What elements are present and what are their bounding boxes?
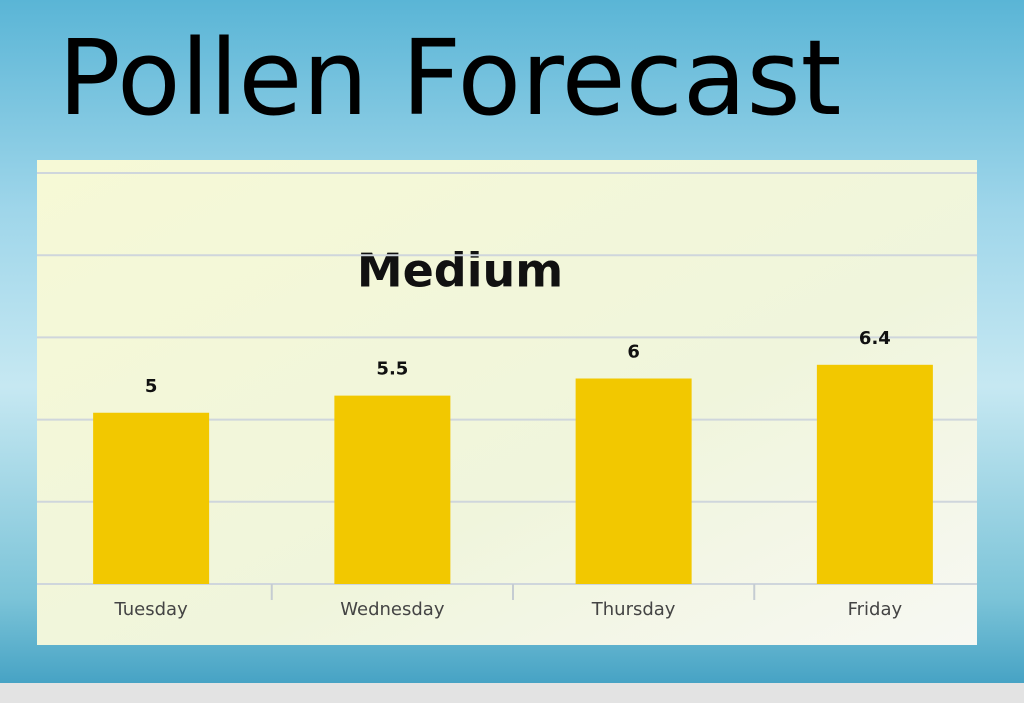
chart-subtitle: Medium <box>357 244 563 298</box>
bar <box>816 364 933 584</box>
value-label: 6 <box>627 342 640 363</box>
x-tick-label: Tuesday <box>114 599 189 620</box>
x-tick-label: Friday <box>848 599 903 620</box>
bottom-strip <box>0 683 1024 703</box>
value-label: 5 <box>145 376 158 397</box>
x-tick-label: Wednesday <box>340 599 445 620</box>
page-title: Pollen Forecast <box>58 17 842 139</box>
value-label: 5.5 <box>376 359 408 380</box>
bar <box>575 378 692 584</box>
bar <box>334 395 451 584</box>
chart: Medium Tuesday 5 Wednesday 5.5 Thursday 6 Frid… <box>37 160 977 645</box>
x-tick-label: Thursday <box>591 599 676 620</box>
value-label: 6.4 <box>859 328 891 349</box>
bar <box>93 412 210 584</box>
